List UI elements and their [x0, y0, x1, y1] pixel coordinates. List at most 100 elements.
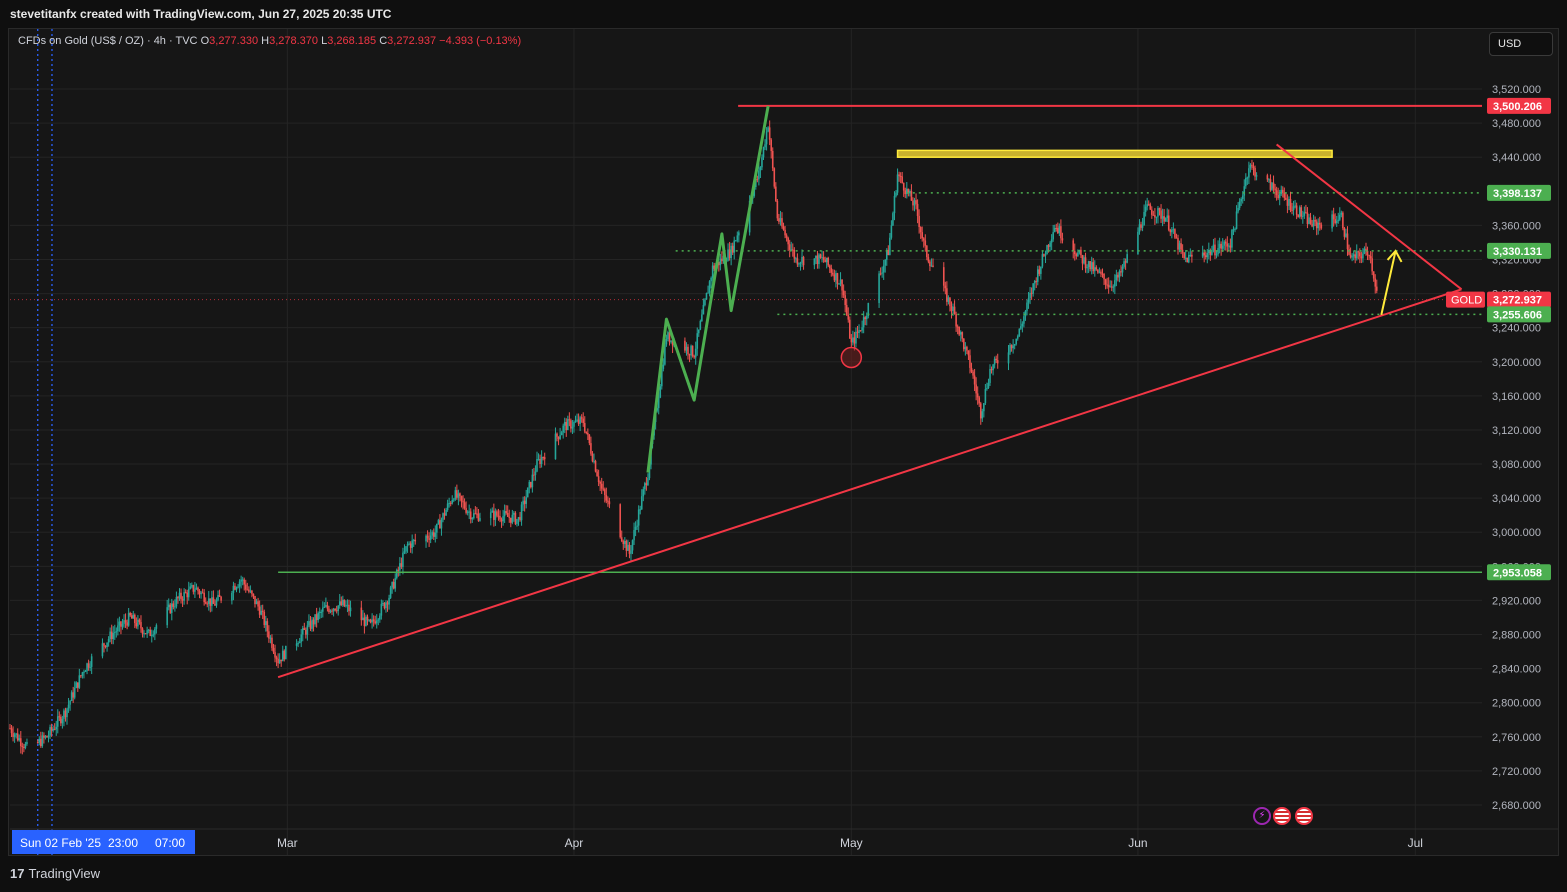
candle-body-224: [409, 543, 412, 548]
candle-body-560: [1020, 326, 1022, 329]
candle-body-622: [1124, 261, 1127, 263]
candle-body-699: [1271, 182, 1273, 190]
candle-body-679: [1231, 230, 1233, 248]
candle-body-154: [283, 650, 286, 660]
lightning-icon[interactable]: ⚡: [1253, 807, 1271, 825]
candle-body-120: [231, 592, 233, 601]
candle-body-634: [1152, 214, 1155, 216]
candle-body-529: [963, 338, 965, 350]
candle-body-452: [825, 257, 828, 263]
candle-body-753: [1363, 248, 1366, 254]
candle-body-638: [1158, 208, 1161, 211]
candle-body-125: [238, 581, 241, 587]
candle-body-337: [620, 537, 623, 542]
candle-body-12: [36, 742, 39, 744]
candle-body-219: [402, 552, 404, 567]
candle-body-693: [1252, 166, 1255, 168]
candle-body-609: [1104, 279, 1107, 285]
candle-body-417: [762, 147, 765, 158]
candle-body-379: [694, 348, 697, 358]
candle-body-213: [392, 582, 395, 589]
candle-body-299: [543, 457, 546, 460]
candle-body-136: [255, 601, 258, 605]
candle-body-424: [773, 168, 776, 187]
candle-body-94: [181, 599, 184, 601]
candle-body-369: [670, 340, 672, 343]
candle-body-340: [625, 540, 628, 551]
candle-body-271: [500, 519, 503, 522]
candle-body-41: [81, 672, 84, 676]
annotations-front: [277, 104, 1482, 679]
candle-body-98: [187, 588, 190, 598]
candle-body-533: [969, 355, 971, 368]
us-flag-icon-2[interactable]: [1295, 807, 1313, 825]
candle-body-407: [738, 232, 740, 236]
candle-body-270: [499, 516, 501, 520]
symbol-legend: CFDs on Gold (US$ / OZ) · 4h · TVC O3,27…: [18, 35, 521, 47]
candle-body-621: [1123, 261, 1125, 267]
candle-body-747: [1354, 254, 1357, 259]
candle-body-246: [452, 499, 455, 501]
candle-body-439: [796, 258, 799, 265]
candle-body-62: [123, 620, 125, 624]
candle-body-20: [49, 727, 51, 736]
candle-body-333: [605, 494, 608, 501]
candle-body-577: [1046, 245, 1048, 255]
price-tick-16: 2,840.000: [1492, 664, 1541, 676]
candle-body-470: [853, 337, 856, 344]
low-marker: [840, 346, 863, 369]
tradingview-logo[interactable]: 17 TradingView: [10, 866, 100, 881]
candle-body-641: [1163, 216, 1165, 222]
candle-body-232: [431, 532, 434, 536]
price-tick-6: 3,240.000: [1492, 323, 1541, 335]
chart-frame[interactable]: [8, 28, 1559, 856]
tradingview-brand: TradingView: [28, 866, 101, 881]
candle-body-635: [1154, 215, 1156, 218]
candle-body-382: [699, 321, 702, 330]
candle-body-624: [1137, 231, 1139, 255]
candle-body-755: [1366, 250, 1369, 256]
candle-body-376: [690, 345, 692, 356]
candle-body-191: [349, 607, 352, 612]
price-tick-15: 2,880.000: [1492, 630, 1541, 642]
candle-body-737: [1338, 214, 1341, 220]
candle-body-186: [342, 599, 344, 606]
candle-body-121: [232, 585, 235, 593]
time-highlight-end: 07:00: [155, 836, 185, 850]
candle-body-74: [141, 628, 144, 634]
candle-body-265: [491, 510, 494, 513]
time-tick-2: May: [840, 836, 863, 850]
candle-body-57: [115, 631, 118, 633]
price-axis-bg: [1482, 29, 1558, 855]
candle-body-239: [442, 513, 444, 520]
tradingview-logo-icon: 17: [10, 866, 25, 881]
candle-body-217: [399, 563, 401, 571]
candle-body-607: [1101, 273, 1104, 275]
candle-body-552: [1007, 352, 1010, 364]
candle-body-385: [704, 299, 706, 306]
candle-body-499: [907, 188, 910, 194]
candle-body-469: [852, 337, 854, 343]
candle-body-431: [784, 229, 786, 236]
currency-button[interactable]: USD: [1489, 32, 1553, 56]
candle-body-38: [76, 682, 79, 688]
candle-body-413: [756, 179, 759, 181]
candle-body-27: [60, 716, 62, 724]
candle-body-434: [788, 244, 791, 250]
candle-body-696: [1266, 175, 1269, 180]
candle-body-86: [169, 604, 172, 613]
candle-body-250: [459, 493, 461, 497]
candle-body-135: [254, 595, 256, 605]
candle-body-678: [1229, 245, 1232, 248]
us-flag-icon[interactable]: [1273, 807, 1291, 825]
candle-body-153: [281, 650, 284, 662]
candle-body-510: [924, 240, 927, 246]
candle-body-292: [533, 474, 535, 476]
candle-body-482: [881, 272, 883, 274]
candle-body-295: [537, 459, 540, 461]
candle-body-507: [919, 227, 922, 233]
candle-body-587: [1061, 238, 1064, 241]
candle-body-234: [434, 532, 437, 537]
candle-body-571: [1036, 269, 1039, 282]
